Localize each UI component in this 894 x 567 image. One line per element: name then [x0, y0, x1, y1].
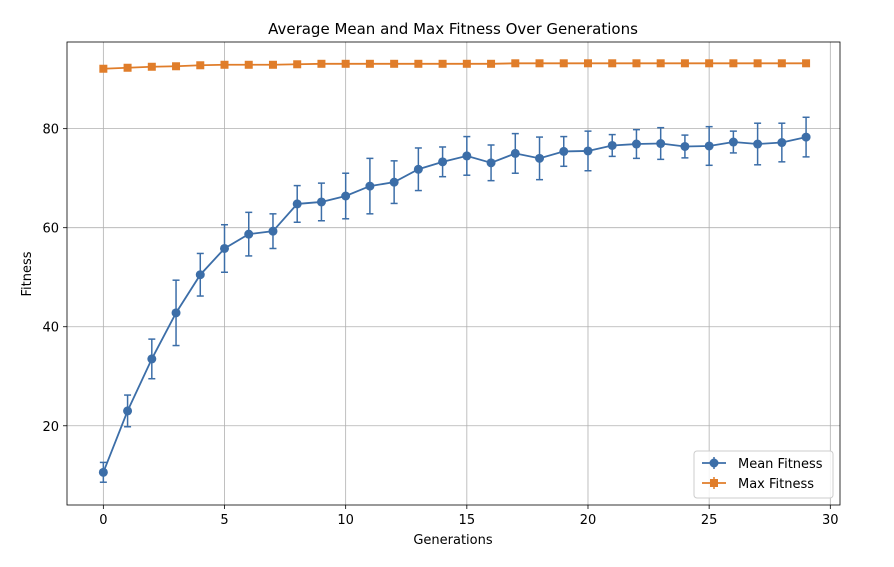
data-point: [511, 59, 520, 68]
y-tick-label: 80: [42, 123, 59, 138]
data-point: [535, 59, 544, 68]
y-tick-label: 20: [42, 420, 59, 435]
data-point: [292, 199, 302, 209]
series-max-fitness: [99, 59, 811, 73]
data-point: [365, 59, 374, 68]
legend-label: Mean Fitness: [738, 457, 823, 472]
data-point: [123, 406, 133, 416]
data-point: [317, 59, 326, 68]
data-point: [123, 63, 132, 72]
x-tick-label: 5: [220, 513, 228, 528]
data-point: [632, 59, 641, 68]
y-axis-label: Fitness: [20, 251, 35, 296]
data-point: [268, 60, 277, 69]
data-point: [413, 164, 423, 174]
data-point: [631, 139, 641, 149]
data-point: [316, 197, 326, 207]
data-point: [341, 191, 351, 201]
y-tick-label: 40: [42, 321, 59, 336]
data-point: [462, 151, 472, 161]
x-tick-label: 15: [459, 513, 476, 528]
data-point: [583, 146, 593, 156]
legend-marker: [710, 479, 718, 487]
data-point: [680, 141, 690, 151]
data-point: [559, 146, 569, 156]
data-point: [583, 59, 592, 68]
data-point: [705, 59, 714, 68]
plot-background: [67, 42, 840, 505]
data-point: [389, 177, 399, 187]
data-point: [729, 59, 738, 68]
data-point: [656, 139, 666, 149]
data-point: [559, 59, 568, 68]
data-point: [607, 140, 617, 150]
data-point: [777, 138, 787, 148]
legend-marker: [709, 458, 719, 468]
data-point: [704, 141, 714, 151]
legend-box: [693, 450, 834, 499]
data-point: [535, 153, 545, 163]
axes-frame: [66, 41, 841, 506]
data-point: [487, 59, 496, 68]
data-point: [293, 60, 302, 69]
plot-area: 0 5 10 15 20 25 30 20 40 60 80 Mean Fitness Max Fitn…: [42, 41, 841, 528]
data-point: [728, 137, 738, 147]
data-point: [195, 270, 205, 280]
x-tick-label: 10: [337, 513, 354, 528]
data-point: [171, 308, 181, 318]
data-point: [147, 62, 156, 71]
data-point: [196, 61, 205, 70]
data-point: [244, 60, 253, 69]
legend-label: Max Fitness: [738, 477, 814, 492]
data-point: [462, 59, 471, 68]
data-point: [438, 59, 447, 68]
legend-entry: Max Fitness: [702, 477, 814, 492]
data-point: [777, 59, 786, 68]
data-point: [608, 59, 617, 68]
data-point: [753, 59, 762, 68]
data-point: [268, 226, 278, 236]
legend-entry: Mean Fitness: [702, 457, 823, 472]
data-point: [414, 59, 423, 68]
chart-title: Average Mean and Max Fitness Over Genera…: [268, 20, 638, 38]
y-tick-label: 60: [42, 222, 59, 237]
data-point: [438, 157, 448, 167]
legend: Mean Fitness Max Fitness: [693, 450, 834, 499]
data-point: [244, 229, 254, 239]
data-point: [220, 60, 229, 69]
data-point: [486, 158, 496, 168]
data-point: [802, 59, 811, 68]
x-axis-label: Generations: [413, 533, 493, 548]
data-point: [680, 59, 689, 68]
data-point: [801, 132, 811, 142]
series-mean-fitness: [98, 116, 811, 483]
data-point: [656, 59, 665, 68]
x-tick-label: 30: [822, 513, 839, 528]
data-point: [99, 64, 108, 73]
data-point: [172, 62, 181, 71]
data-point: [220, 243, 230, 253]
x-tick-label: 0: [99, 513, 107, 528]
data-point: [341, 59, 350, 68]
data-point: [365, 181, 375, 191]
data-point: [510, 148, 520, 158]
series-line: [103, 62, 807, 70]
data-point: [390, 59, 399, 68]
data-point: [98, 467, 108, 477]
x-tick-label: 20: [580, 513, 597, 528]
data-point: [147, 354, 157, 364]
data-point: [753, 139, 763, 149]
x-tick-label: 25: [701, 513, 718, 528]
